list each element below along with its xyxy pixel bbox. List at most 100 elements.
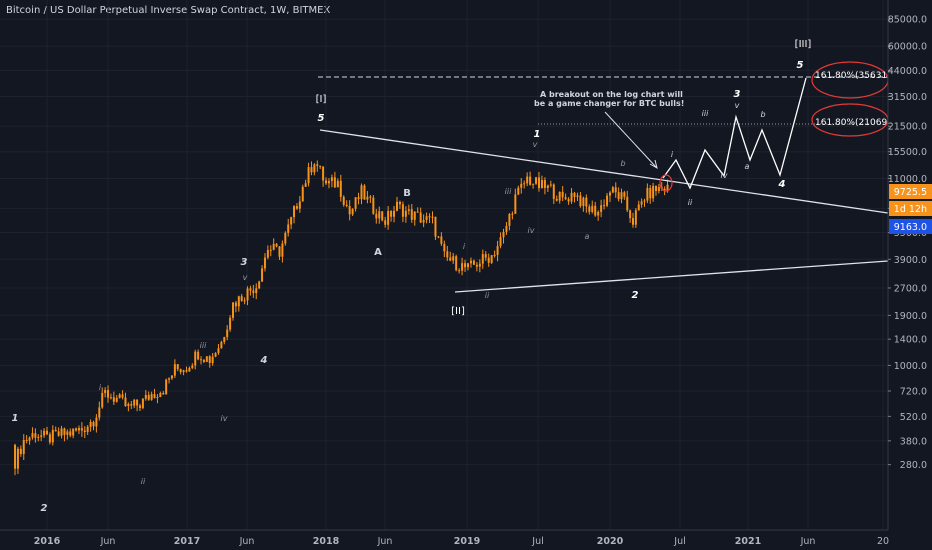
- price-tick-label: 15500.0: [888, 147, 927, 158]
- fib-label-21069: 161.80%(21069.0): [815, 118, 899, 128]
- candle-body: [176, 364, 179, 370]
- time-tick-label: Jun: [800, 536, 816, 547]
- candle-body: [112, 397, 115, 402]
- candle-body: [211, 356, 214, 364]
- candle-body: [567, 199, 570, 202]
- candle-body: [372, 197, 375, 214]
- candle-body: [629, 210, 632, 219]
- candle-body: [22, 440, 25, 454]
- candle-body: [144, 394, 147, 399]
- lower-trendline[interactable]: [454, 260, 889, 293]
- candle-body: [232, 302, 234, 318]
- candle-body: [620, 192, 623, 200]
- wave-label: i: [463, 242, 466, 251]
- candle-body: [422, 220, 425, 223]
- candle-body: [407, 209, 410, 211]
- wave-label: 3: [241, 257, 248, 268]
- candle-body: [508, 214, 511, 226]
- candle-body: [603, 205, 606, 207]
- candle-body: [237, 296, 240, 307]
- candle-body: [532, 183, 535, 185]
- wave-label: iv: [528, 226, 535, 235]
- candle-body: [640, 201, 643, 205]
- candle-body: [162, 393, 165, 395]
- candle-body: [440, 236, 443, 244]
- candle-body: [366, 196, 369, 200]
- candle-body: [63, 428, 66, 435]
- wave-label: 4: [260, 355, 268, 366]
- time-tick-label: Jul: [531, 536, 543, 547]
- candle-body: [496, 246, 499, 255]
- candle-body: [200, 359, 203, 361]
- wave-label: a: [585, 232, 590, 241]
- candle-body: [319, 165, 322, 167]
- candle-body: [139, 405, 141, 408]
- candle-body: [141, 398, 144, 408]
- candle-body: [25, 440, 28, 442]
- candle-body: [150, 394, 153, 400]
- candle-body: [208, 356, 211, 364]
- candle-body: [46, 430, 48, 435]
- candle-body: [194, 351, 197, 366]
- candle-body: [272, 243, 275, 250]
- projected-wave-path[interactable]: [662, 77, 807, 190]
- candle-body: [214, 353, 217, 357]
- candle-body: [378, 211, 381, 219]
- candle-body: [614, 187, 617, 193]
- wave-label: 4: [778, 179, 786, 190]
- candle-body: [401, 204, 404, 217]
- time-tick-label: Jun: [239, 536, 255, 547]
- wave-label: v: [533, 140, 538, 149]
- price-tick-label: 44000.0: [888, 66, 927, 77]
- candle-body: [229, 317, 232, 330]
- candle-body: [197, 351, 200, 360]
- candle-body: [455, 256, 458, 271]
- ma-price-label: 9163.0: [894, 222, 927, 233]
- candle-body: [342, 196, 345, 205]
- candle-body: [325, 180, 327, 184]
- candle-body: [428, 216, 431, 218]
- time-tick-label: 2016: [34, 536, 61, 547]
- wave-label: i: [671, 150, 674, 159]
- candle-body: [240, 296, 243, 301]
- candle-body: [499, 237, 502, 247]
- candle-body: [290, 217, 293, 225]
- candle-body: [649, 187, 652, 199]
- candle-body: [413, 211, 416, 220]
- candle-body: [469, 260, 472, 264]
- candle-body: [576, 195, 579, 197]
- candle-body: [205, 356, 208, 362]
- candle-body: [72, 428, 75, 436]
- candle-body: [243, 300, 246, 302]
- candle-body: [487, 257, 490, 263]
- wave-label: iii: [200, 341, 207, 350]
- candle-body: [632, 218, 634, 225]
- candle-body: [475, 264, 478, 267]
- candle-body: [75, 428, 78, 431]
- candle-body: [472, 260, 475, 265]
- candle-body: [54, 429, 57, 432]
- candle-body: [287, 224, 290, 233]
- candle-body: [101, 392, 104, 408]
- upper-trendline[interactable]: [319, 129, 889, 214]
- candle-body: [159, 393, 162, 398]
- candle-body: [505, 225, 508, 232]
- candle-body: [617, 192, 620, 200]
- price-tick-label: 380.0: [900, 436, 927, 447]
- candle-body: [535, 177, 538, 184]
- price-tick-label: 85000.0: [888, 15, 927, 26]
- time-axis[interactable]: [0, 530, 888, 550]
- candle-body: [357, 197, 360, 200]
- time-tick-label: 2019: [454, 536, 480, 547]
- candle-body: [147, 394, 150, 400]
- time-tick-label: Jul: [673, 536, 685, 547]
- wave-label: [II]: [451, 306, 465, 317]
- candle-body: [115, 397, 118, 402]
- candle-body: [449, 257, 452, 261]
- candle-body: [390, 210, 393, 217]
- candle-body: [278, 246, 281, 257]
- candle-body: [133, 399, 136, 406]
- candle-body: [281, 243, 284, 257]
- price-axis[interactable]: [888, 0, 932, 550]
